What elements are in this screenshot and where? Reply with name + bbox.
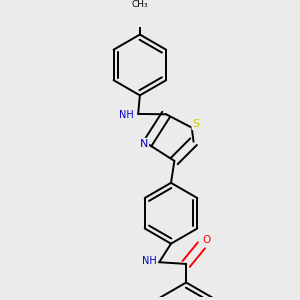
Text: NH: NH [119, 110, 134, 120]
Text: N: N [140, 139, 148, 149]
Text: NH: NH [142, 256, 156, 266]
Text: CH₃: CH₃ [132, 0, 148, 9]
Text: O: O [202, 235, 211, 245]
Text: S: S [192, 119, 200, 129]
